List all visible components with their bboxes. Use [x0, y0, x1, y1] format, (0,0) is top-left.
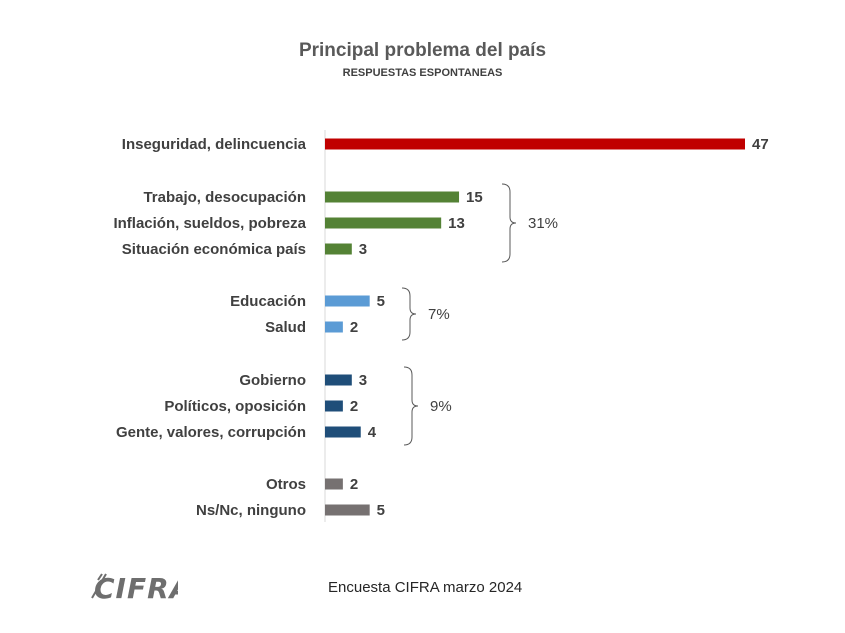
group-total-label: 7%	[428, 306, 450, 323]
group-total-label: 9%	[430, 398, 452, 415]
category-label: Políticos, oposición	[164, 398, 306, 415]
group-total-label: 31%	[528, 215, 558, 232]
group-bracket	[501, 183, 517, 263]
category-label: Inflación, sueldos, pobreza	[113, 215, 306, 232]
data-label: 2	[350, 398, 358, 415]
bar	[325, 138, 745, 150]
source-footer: Encuesta CIFRA marzo 2024	[328, 579, 523, 596]
group-bracket	[401, 287, 417, 341]
data-label: 5	[377, 293, 385, 310]
bar	[325, 217, 442, 229]
data-label: 3	[359, 372, 367, 389]
data-label: 47	[752, 136, 769, 153]
data-label: 5	[377, 502, 385, 519]
bar	[325, 426, 361, 438]
category-label: Salud	[265, 319, 306, 336]
category-label: Trabajo, desocupación	[143, 189, 306, 206]
category-label: Ns/Nc, ninguno	[196, 502, 306, 519]
data-label: 13	[448, 215, 465, 232]
bar	[325, 243, 352, 255]
svg-text:CIFRA: CIFRA	[94, 572, 178, 605]
category-label: Situación económica país	[122, 241, 306, 258]
category-label: Gobierno	[239, 372, 306, 389]
group-bracket	[403, 366, 419, 446]
bar	[325, 478, 343, 490]
bar	[325, 504, 370, 516]
data-label: 3	[359, 241, 367, 258]
data-label: 4	[368, 424, 377, 441]
bar	[325, 374, 352, 386]
data-label: 15	[466, 189, 483, 206]
bar	[325, 321, 343, 333]
bar	[325, 191, 460, 203]
cifra-logo: CIFRA	[91, 572, 178, 605]
bar	[325, 295, 370, 307]
category-label: Gente, valores, corrupción	[116, 424, 306, 441]
chart-title: Principal problema del país	[298, 40, 547, 61]
chart-subtitle: RESPUESTAS ESPONTANEAS	[342, 67, 503, 79]
bar	[325, 400, 343, 412]
category-label: Inseguridad, delincuencia	[122, 136, 307, 153]
data-label: 2	[350, 319, 358, 336]
data-label: 2	[350, 476, 358, 493]
category-label: Otros	[266, 476, 306, 493]
category-label: Educación	[230, 293, 306, 310]
